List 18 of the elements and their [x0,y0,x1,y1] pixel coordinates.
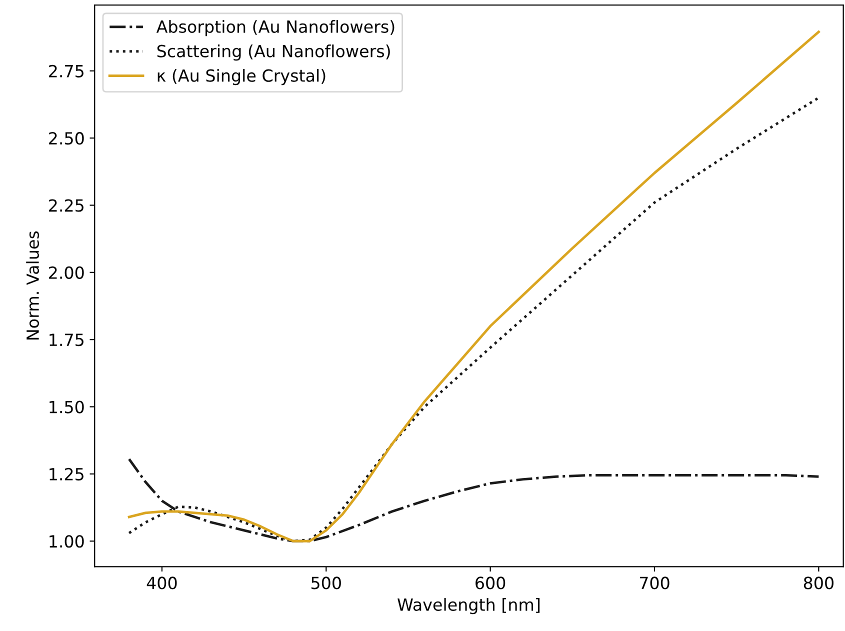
y-tick-label: 2.75 [49,64,84,78]
y-tick-label: 2.25 [49,199,84,212]
x-tick-label: 400 [146,576,177,590]
y-tick-label: 1.25 [50,468,84,481]
y-tick-label: 1.00 [50,535,84,548]
legend-label: Scattering (Au Nanoflowers) [157,44,390,61]
y-tick-label: 2.50 [49,132,84,145]
y-tick-label: 1.75 [50,334,84,346]
x-tick-label: 700 [640,576,670,590]
x-tick-label: 500 [312,576,341,590]
x-tick-label: 600 [476,576,506,590]
y-tick-label: 1.50 [50,400,84,414]
x-axis-title: Wavelength [nm] [398,598,540,614]
legend-label: Absorption (Au Nanoflowers) [156,20,394,36]
y-axis-title: Norm. Values [26,231,40,340]
x-tick-label: 800 [804,576,834,590]
legend-label: κ (Au Single Crystal) [158,68,326,86]
y-tick-label: 2.00 [49,266,84,279]
